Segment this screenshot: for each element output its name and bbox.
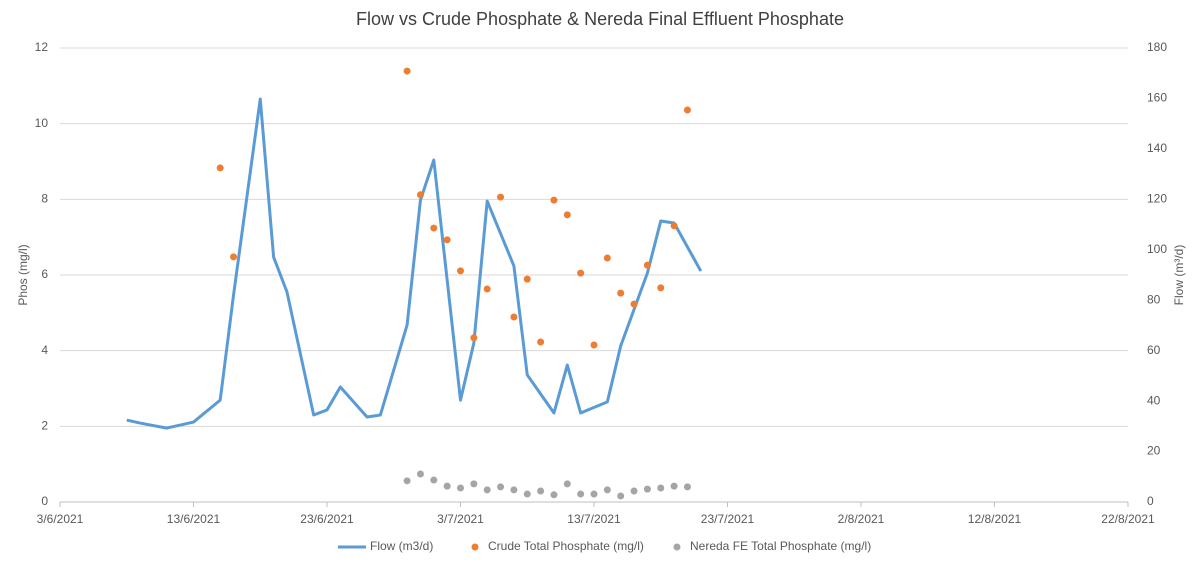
point (443, 482, 451, 490)
legend-label: Flow (m3/d) (370, 539, 433, 553)
point (683, 483, 691, 491)
y2-tick-label: 140 (1147, 141, 1167, 155)
x-tick-label: 3/7/2021 (437, 512, 484, 526)
y-tick-label: 6 (41, 267, 48, 281)
chart-title: Flow vs Crude Phosphate & Nereda Final E… (356, 9, 844, 29)
legend-label: Crude Total Phosphate (mg/l) (488, 539, 644, 553)
point (470, 334, 478, 342)
point (630, 300, 638, 308)
flow-line (126, 97, 703, 430)
point (403, 67, 411, 75)
point (523, 490, 531, 498)
x-tick-label: 23/6/2021 (300, 512, 354, 526)
y-tick-label: 12 (35, 40, 49, 54)
point (457, 484, 464, 492)
point (523, 275, 531, 283)
point (577, 269, 585, 277)
point (643, 485, 651, 493)
point (590, 490, 598, 498)
point (683, 106, 691, 114)
point (643, 261, 651, 269)
point (470, 480, 478, 488)
y2-tick-label: 100 (1147, 242, 1167, 256)
point (497, 483, 505, 491)
point (483, 486, 491, 494)
x-tick-label: 2/8/2021 (838, 512, 885, 526)
y2-tick-label: 0 (1147, 494, 1154, 508)
y-tick-label: 10 (35, 116, 49, 130)
point (537, 338, 545, 346)
legend-swatch (471, 543, 479, 551)
point (403, 477, 411, 485)
point (430, 224, 438, 232)
x-tick-label: 12/8/2021 (968, 512, 1022, 526)
y2-tick-label: 40 (1147, 393, 1161, 407)
x-tick-label: 13/7/2021 (567, 512, 621, 526)
x-tick-label: 13/6/2021 (167, 512, 221, 526)
point (230, 253, 238, 261)
point (216, 164, 224, 172)
point (657, 284, 665, 292)
point (510, 486, 518, 494)
point (657, 484, 665, 492)
point (416, 470, 424, 478)
y2-tick-label: 20 (1147, 444, 1161, 458)
point (603, 486, 611, 494)
y-tick-label: 4 (41, 343, 48, 357)
point (563, 211, 571, 219)
y2-tick-label: 160 (1147, 91, 1167, 105)
x-tick-label: 3/6/2021 (37, 512, 84, 526)
point (630, 487, 638, 495)
x-tick-label: 23/7/2021 (701, 512, 755, 526)
y2-axis-label: Flow (m³/d) (1172, 245, 1186, 306)
point (590, 341, 598, 349)
point (617, 492, 625, 500)
point (617, 289, 625, 297)
point (670, 222, 678, 230)
y-tick-label: 0 (41, 494, 48, 508)
y2-tick-label: 80 (1147, 292, 1161, 306)
y2-tick-label: 180 (1147, 40, 1167, 54)
point (497, 193, 505, 201)
point (603, 254, 611, 262)
y-tick-label: 8 (41, 192, 48, 206)
legend-swatch (673, 543, 681, 551)
point (416, 191, 424, 199)
legend-label: Nereda FE Total Phosphate (mg/l) (690, 539, 871, 553)
y-tick-label: 2 (41, 419, 48, 433)
point (577, 490, 585, 498)
point (443, 236, 451, 244)
y2-tick-label: 120 (1147, 192, 1167, 206)
y-axis-label: Phos (mg/l) (16, 244, 30, 305)
point (550, 491, 558, 499)
point (510, 313, 518, 321)
point (537, 487, 545, 495)
point (430, 476, 438, 484)
y2-tick-label: 60 (1147, 343, 1161, 357)
point (457, 267, 464, 275)
point (483, 285, 491, 293)
point (670, 482, 678, 490)
x-tick-label: 22/8/2021 (1101, 512, 1155, 526)
point (550, 196, 558, 204)
point (563, 480, 571, 488)
